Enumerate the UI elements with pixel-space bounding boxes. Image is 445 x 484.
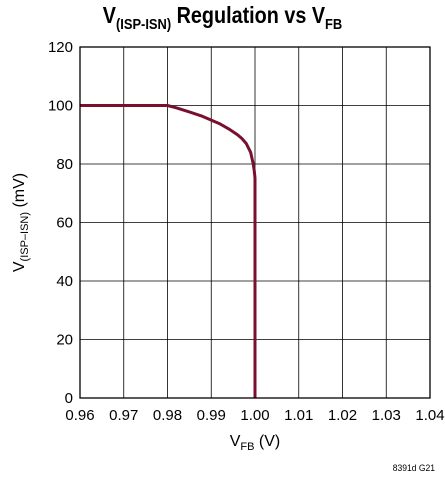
x-tick-label: 0.97: [109, 407, 138, 424]
y-tick-label: 20: [56, 332, 73, 349]
x-tick-label: 1.01: [284, 407, 313, 424]
x-tick-label: 1.02: [328, 407, 357, 424]
y-tick-label: 120: [48, 39, 73, 56]
chart-title: V(ISP-ISN) Regulation vs VFB: [102, 2, 343, 33]
y-axis-label: V(ISP–ISN) (mV): [11, 173, 31, 272]
series-layer: [80, 104, 257, 398]
y-tick-label: 100: [48, 98, 73, 115]
plot-frame: [79, 46, 431, 399]
y-tick-label: 60: [56, 215, 73, 232]
x-axis-label: VFB (V): [230, 433, 281, 453]
x-tick-labels: 0.96 0.97 0.98 0.99 1.00 1.01 1.02 1.03 1.04: [65, 407, 444, 424]
x-tick-label: 0.99: [197, 407, 226, 424]
x-tick-label: 1.00: [240, 407, 269, 424]
series-line: [80, 104, 257, 398]
x-tick-label: 0.98: [153, 407, 182, 424]
y-tick-label: 0: [65, 390, 73, 407]
x-tick-label: 1.04: [415, 407, 444, 424]
y-tick-label: 40: [56, 273, 73, 290]
figure-code: 8391d G21: [392, 463, 435, 474]
y-tick-labels: 0 20 40 60 80 100 120: [48, 39, 73, 407]
x-tick-label: 1.03: [372, 407, 401, 424]
x-tick-label: 0.96: [65, 407, 94, 424]
y-tick-label: 80: [56, 156, 73, 173]
